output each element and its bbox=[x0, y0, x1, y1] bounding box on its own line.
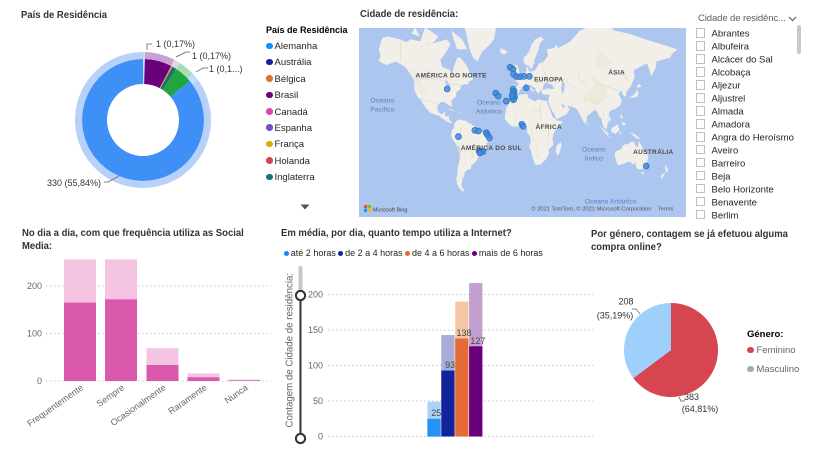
svg-text:0: 0 bbox=[318, 432, 323, 442]
svg-text:330 (55,84%): 330 (55,84%) bbox=[47, 178, 101, 188]
svg-text:Oceano: Oceano bbox=[370, 98, 394, 105]
svg-text:127: 127 bbox=[470, 336, 485, 346]
svg-text:Raramente: Raramente bbox=[166, 382, 208, 416]
svg-text:Nunca: Nunca bbox=[223, 382, 250, 405]
svg-text:100: 100 bbox=[27, 329, 42, 339]
svg-text:© 2021 TomTom, © 2021 Microsof: © 2021 TomTom, © 2021 Microsoft Corporat… bbox=[531, 206, 673, 213]
svg-text:138: 138 bbox=[456, 328, 471, 338]
svg-text:EUROPA: EUROPA bbox=[534, 77, 563, 84]
svg-text:Contagem de Cidade de residênc: Contagem de Cidade de residência: bbox=[285, 273, 296, 428]
svg-text:200: 200 bbox=[308, 290, 323, 300]
svg-text:50: 50 bbox=[313, 396, 323, 406]
svg-text:208: 208 bbox=[618, 297, 633, 307]
svg-text:Sempre: Sempre bbox=[95, 382, 127, 408]
svg-text:1 (0,1...): 1 (0,1...) bbox=[209, 64, 243, 74]
svg-text:Pacífico: Pacífico bbox=[370, 107, 394, 114]
svg-text:Oceano Antártico: Oceano Antártico bbox=[585, 199, 637, 206]
svg-text:Oceano: Oceano bbox=[582, 146, 606, 153]
svg-text:(64,81%): (64,81%) bbox=[682, 404, 719, 414]
svg-text:93: 93 bbox=[445, 360, 455, 370]
svg-text:25: 25 bbox=[431, 408, 441, 418]
svg-text:1 (0,17%): 1 (0,17%) bbox=[156, 39, 195, 49]
svg-text:(35,19%): (35,19%) bbox=[597, 311, 634, 321]
svg-text:Microsoft Bing: Microsoft Bing bbox=[373, 208, 407, 214]
svg-text:ÁFRICA: ÁFRICA bbox=[536, 122, 562, 131]
svg-text:150: 150 bbox=[308, 325, 323, 335]
svg-text:Oceano: Oceano bbox=[477, 100, 501, 107]
svg-text:0: 0 bbox=[37, 376, 42, 386]
svg-text:AMÉRICA DO NORTE: AMÉRICA DO NORTE bbox=[415, 71, 487, 80]
svg-text:383: 383 bbox=[684, 392, 699, 402]
svg-text:AUSTRÁLIA: AUSTRÁLIA bbox=[633, 147, 673, 156]
svg-text:Frequentemente: Frequentemente bbox=[25, 382, 85, 428]
svg-text:ÁSIA: ÁSIA bbox=[608, 68, 625, 77]
svg-text:1 (0,17%): 1 (0,17%) bbox=[192, 51, 231, 61]
svg-text:AMÉRICA DO SUL: AMÉRICA DO SUL bbox=[461, 143, 522, 152]
svg-text:Índico: Índico bbox=[585, 153, 603, 162]
svg-text:100: 100 bbox=[308, 361, 323, 371]
svg-text:200: 200 bbox=[27, 281, 42, 291]
svg-text:Atlântico: Atlântico bbox=[476, 109, 502, 116]
